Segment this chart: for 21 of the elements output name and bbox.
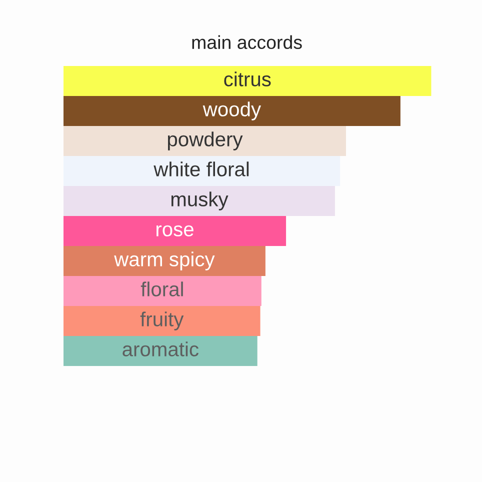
y-tick-label: floral [140,282,183,296]
bar [63,66,432,96]
bar [63,276,262,306]
y-tick-label: musky [171,192,228,210]
chart-title: main accords [192,35,302,50]
bar [63,336,258,366]
bar [63,216,286,246]
bar [63,306,260,336]
y-tick-label: warm spicy [114,252,215,270]
y-tick-label: fruity [140,312,184,330]
bar [63,186,335,216]
bar [63,156,340,186]
y-tick-label: white floral [154,162,249,176]
y-tick-label: powdery [168,132,243,150]
y-tick-label: aromatic [122,342,198,356]
bar [63,126,346,156]
bar [63,96,400,126]
y-tick-label: citrus [224,72,271,86]
y-tick-label: woody [202,102,262,120]
bar [63,246,266,276]
y-tick-label: rose [156,225,194,236]
